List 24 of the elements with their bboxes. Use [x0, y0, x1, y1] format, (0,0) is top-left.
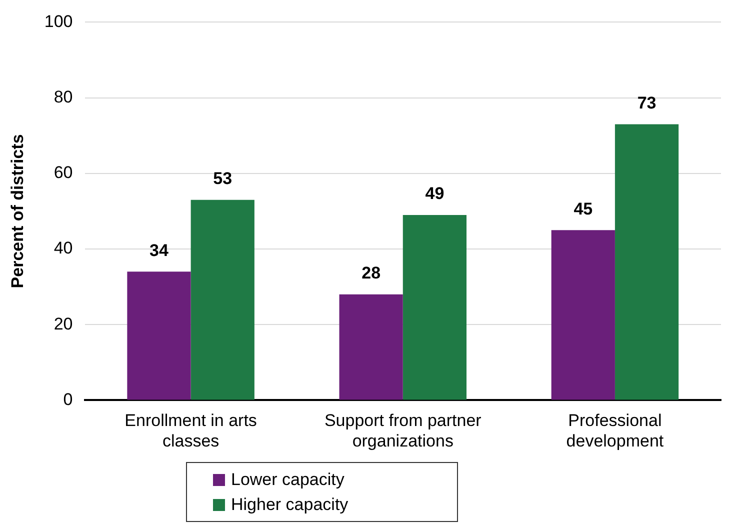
y-tick-label: 100 [44, 12, 73, 31]
x-tick-label: Professional development [566, 411, 664, 450]
data-label: 53 [213, 169, 232, 188]
bar [551, 230, 615, 400]
bar [190, 200, 254, 400]
x-tick-label: Support from partner organizations [324, 411, 482, 450]
data-label: 49 [425, 184, 444, 204]
data-label: 28 [362, 264, 381, 283]
legend-label: Higher capacity [231, 494, 348, 514]
x-tick-label: Enrollment in arts classes [124, 411, 257, 450]
legend-label: Lower capacity [231, 470, 344, 490]
y-tick-label: 60 [54, 163, 73, 182]
y-tick-label: 40 [54, 238, 73, 258]
bar [127, 272, 191, 400]
y-axis-title: Percent of districts [8, 134, 27, 288]
y-tick-label: 20 [54, 314, 73, 334]
bar [339, 294, 403, 400]
y-tick-label: 80 [54, 87, 73, 106]
data-label: 45 [574, 199, 593, 218]
bar [402, 214, 467, 400]
bar [614, 124, 679, 400]
y-tick-label: 0 [63, 390, 73, 409]
data-label: 73 [637, 93, 656, 112]
data-label: 34 [150, 240, 169, 260]
